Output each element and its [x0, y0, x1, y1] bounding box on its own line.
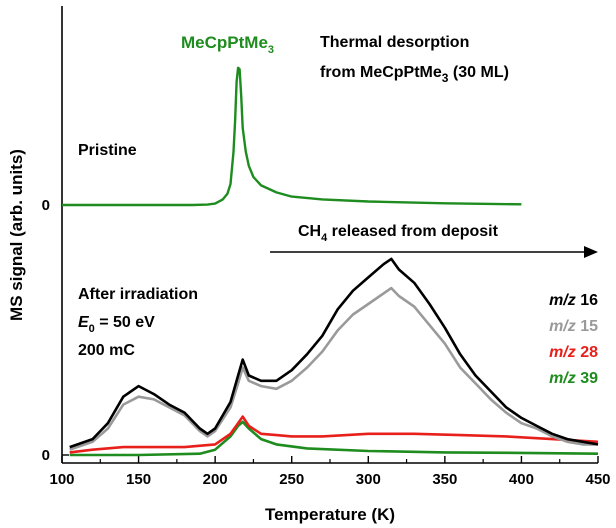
- series-line-pristine: [62, 66, 522, 207]
- x-tick-label: 100: [49, 471, 74, 488]
- x-tick-label: 200: [203, 471, 228, 488]
- series-line-mz39: [69, 420, 599, 457]
- x-tick-label: 250: [279, 471, 304, 488]
- legend-entry-mz28: m/z 28: [549, 344, 598, 361]
- legend-entry-mz39: m/z 39: [549, 370, 598, 387]
- release-arrow-head: [584, 246, 598, 258]
- y-ticks: 00: [42, 197, 69, 464]
- charge-label: 200 mC: [78, 342, 135, 359]
- peak-label: MeCpPtMe3: [181, 33, 274, 56]
- pristine-label: Pristine: [78, 142, 137, 159]
- series-lines: [62, 66, 599, 457]
- legend: m/z 16 m/z 15 m/z 28 m/z 39: [549, 292, 598, 387]
- chart-title: Thermal desorption: [320, 34, 469, 51]
- arrow-annotation: CH4 released from deposit: [298, 223, 499, 244]
- x-axis-label: Temperature (K): [265, 505, 395, 524]
- x-tick-label: 350: [432, 471, 457, 488]
- x-tick-label: 150: [126, 471, 151, 488]
- x-tick-label: 400: [509, 471, 534, 488]
- series-line-mz15: [69, 286, 598, 451]
- series-line-mz16: [69, 257, 599, 449]
- x-tick-label: 450: [585, 471, 610, 488]
- y-tick-label: 0: [42, 197, 50, 214]
- y-tick-label: 0: [42, 447, 50, 464]
- legend-entry-mz15: m/z 15: [549, 318, 598, 335]
- x-ticks: 100 150 200 250 300 350 400 450: [49, 456, 611, 488]
- series-line-mz28: [69, 415, 599, 454]
- energy-label: E0 = 50 eV: [78, 314, 155, 335]
- irradiation-label: After irradiation: [78, 286, 198, 303]
- y-axis-label: MS signal (arb. units): [7, 149, 26, 321]
- x-tick-label: 300: [356, 471, 381, 488]
- legend-entry-mz16: m/z 16: [549, 292, 598, 309]
- chart-subtitle: from MeCpPtMe3 (30 ML): [320, 64, 509, 85]
